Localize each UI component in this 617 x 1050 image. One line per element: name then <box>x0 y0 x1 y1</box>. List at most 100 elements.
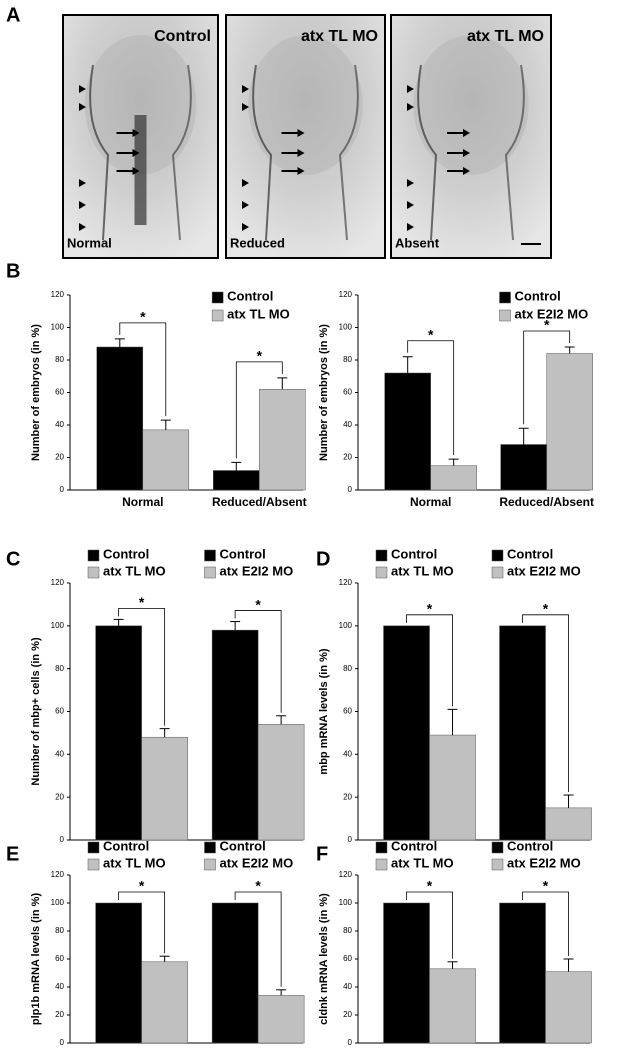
image-label: Reduced <box>230 235 285 250</box>
legend-label: Control <box>507 546 553 561</box>
legend-swatch <box>87 841 100 854</box>
embryo-head <box>248 35 363 175</box>
y-tick-label: 40 <box>343 982 352 991</box>
arrowhead <box>297 149 305 157</box>
y-axis-label: Number of mbp+ cells (in %) <box>30 637 42 786</box>
bar <box>96 346 144 491</box>
y-axis-label: Number of embryos (in %) <box>30 324 42 461</box>
arrowhead <box>132 167 140 175</box>
legend-label: atx TL MO <box>391 563 454 578</box>
significance-star: * <box>257 348 263 364</box>
nerve <box>417 64 438 241</box>
image-title: atx TL MO <box>301 28 378 45</box>
bar <box>499 625 546 841</box>
y-tick-label: 120 <box>339 578 353 587</box>
bar <box>430 465 477 491</box>
legend-label: Control <box>391 546 437 561</box>
significance-bracket <box>234 610 282 713</box>
bar <box>95 902 142 1044</box>
arrowhead <box>242 85 249 93</box>
legend-label: Control <box>220 838 266 853</box>
y-tick-label: 40 <box>55 420 64 429</box>
legend-swatch <box>204 549 216 562</box>
legend-label: Control <box>507 838 553 853</box>
y-tick-label: 0 <box>60 1038 65 1047</box>
arrowhead <box>407 179 414 187</box>
y-tick-label: 120 <box>339 870 353 879</box>
significance-bracket <box>523 330 571 425</box>
y-tick-label: 80 <box>55 664 64 673</box>
bar <box>383 625 430 841</box>
y-tick-label: 120 <box>51 870 65 879</box>
y-axis-label: cldnk mRNA levels (in %) <box>318 893 330 1025</box>
x-tick-label: Normal <box>410 495 451 509</box>
legend-label: Control <box>391 838 437 853</box>
bar <box>429 734 476 841</box>
y-tick-label: 100 <box>51 898 65 907</box>
legend-swatch <box>375 566 388 579</box>
significance-star: * <box>140 309 146 325</box>
panel-letter: E <box>6 843 19 865</box>
legend-label: atx E2I2 MO <box>515 306 589 321</box>
arrowhead <box>132 129 140 137</box>
legend-swatch <box>375 858 388 871</box>
bar <box>141 736 188 841</box>
legend-label: atx TL MO <box>391 855 454 870</box>
significance-star: * <box>543 878 549 894</box>
significance-star: * <box>428 326 434 342</box>
y-tick-label: 20 <box>343 453 352 462</box>
legend-label: atx E2I2 MO <box>220 563 294 578</box>
nerve <box>89 64 110 241</box>
significance-bracket <box>119 322 167 417</box>
micrograph <box>390 14 552 259</box>
y-tick-label: 120 <box>51 290 65 299</box>
y-tick-label: 60 <box>343 388 352 397</box>
arrowhead <box>242 201 249 209</box>
legend-swatch <box>375 841 388 854</box>
y-tick-label: 80 <box>55 355 64 364</box>
bar <box>95 625 142 841</box>
arrowhead <box>297 167 305 175</box>
significance-bracket <box>522 614 569 793</box>
y-tick-label: 120 <box>339 290 353 299</box>
arrowhead <box>132 149 140 157</box>
y-tick-label: 80 <box>55 926 64 935</box>
embryo-head <box>413 35 529 175</box>
bar <box>545 971 592 1044</box>
y-tick-label: 80 <box>343 355 352 364</box>
panel-letter: F <box>316 843 328 865</box>
arrowhead <box>242 103 249 111</box>
legend-swatch <box>499 291 511 304</box>
bar <box>211 629 259 841</box>
arrowhead <box>463 149 470 157</box>
y-tick-label: 0 <box>60 485 65 494</box>
y-tick-label: 80 <box>343 664 352 673</box>
significance-bracket <box>118 891 166 954</box>
significance-bracket <box>407 340 455 456</box>
legend-label: Control <box>103 546 149 561</box>
legend-label: atx E2I2 MO <box>507 563 581 578</box>
panel-letter: C <box>6 548 20 570</box>
significance-star: * <box>427 878 433 894</box>
legend-label: Control <box>227 288 273 303</box>
y-axis-label: plp1b mRNA levels (in %) <box>30 893 42 1026</box>
bar <box>141 961 188 1044</box>
legend-swatch <box>491 566 504 579</box>
significance-bracket <box>235 361 283 459</box>
legend-swatch <box>87 566 100 579</box>
y-tick-label: 120 <box>51 578 65 587</box>
arrowhead <box>407 223 414 231</box>
arrowhead <box>79 85 86 93</box>
y-tick-label: 80 <box>343 926 352 935</box>
bar <box>257 995 305 1044</box>
bar <box>499 902 546 1044</box>
legend-swatch <box>211 291 224 304</box>
bar <box>257 724 305 841</box>
y-tick-label: 100 <box>339 621 353 630</box>
arrowhead <box>242 223 249 231</box>
bar <box>545 807 592 841</box>
arrowhead <box>463 129 470 137</box>
bar <box>259 389 306 491</box>
x-tick-label: Reduced/Absent <box>499 495 594 509</box>
